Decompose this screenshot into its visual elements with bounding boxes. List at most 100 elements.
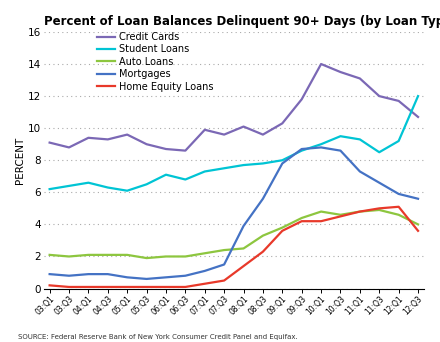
Student Loans: [86, 181, 91, 185]
Mortgages: [86, 272, 91, 276]
Home Equity Loans: [183, 285, 188, 289]
Mortgages: [105, 272, 110, 276]
Credit Cards: [202, 128, 207, 132]
Credit Cards: [221, 133, 227, 137]
Mortgages: [47, 272, 52, 276]
Student Loans: [202, 169, 207, 173]
Student Loans: [221, 166, 227, 170]
Mortgages: [163, 275, 169, 279]
Auto Loans: [163, 254, 169, 259]
Home Equity Loans: [105, 285, 110, 289]
Student Loans: [280, 158, 285, 162]
Auto Loans: [66, 254, 72, 259]
Student Loans: [125, 189, 130, 193]
Home Equity Loans: [241, 264, 246, 268]
Student Loans: [299, 148, 304, 153]
Credit Cards: [144, 142, 149, 146]
Mortgages: [396, 192, 401, 196]
Auto Loans: [221, 248, 227, 252]
Line: Student Loans: Student Loans: [50, 96, 418, 191]
Auto Loans: [299, 216, 304, 220]
Credit Cards: [260, 133, 266, 137]
Mortgages: [202, 269, 207, 273]
Mortgages: [66, 274, 72, 278]
Mortgages: [144, 277, 149, 281]
Mortgages: [260, 197, 266, 201]
Home Equity Loans: [47, 283, 52, 287]
Auto Loans: [125, 253, 130, 257]
Mortgages: [338, 148, 343, 153]
Home Equity Loans: [66, 285, 72, 289]
Mortgages: [221, 262, 227, 266]
Student Loans: [105, 185, 110, 189]
Auto Loans: [105, 253, 110, 257]
Credit Cards: [396, 99, 401, 103]
Student Loans: [357, 137, 363, 142]
Home Equity Loans: [125, 285, 130, 289]
Home Equity Loans: [86, 285, 91, 289]
Auto Loans: [396, 213, 401, 217]
Home Equity Loans: [319, 219, 324, 223]
Mortgages: [241, 224, 246, 228]
Credit Cards: [338, 70, 343, 74]
Mortgages: [125, 275, 130, 279]
Auto Loans: [377, 208, 382, 212]
Home Equity Loans: [377, 206, 382, 210]
Text: SOURCE: Federal Reserve Bank of New York Consumer Credit Panel and Equifax.: SOURCE: Federal Reserve Bank of New York…: [18, 334, 297, 340]
Student Loans: [377, 150, 382, 154]
Credit Cards: [377, 94, 382, 98]
Auto Loans: [202, 251, 207, 255]
Auto Loans: [319, 210, 324, 214]
Mortgages: [319, 145, 324, 149]
Auto Loans: [260, 234, 266, 238]
Credit Cards: [47, 141, 52, 145]
Student Loans: [396, 139, 401, 143]
Credit Cards: [86, 136, 91, 140]
Credit Cards: [280, 121, 285, 126]
Student Loans: [144, 182, 149, 186]
Student Loans: [241, 163, 246, 167]
Home Equity Loans: [280, 229, 285, 233]
Mortgages: [299, 147, 304, 151]
Line: Auto Loans: Auto Loans: [50, 210, 418, 258]
Line: Home Equity Loans: Home Equity Loans: [50, 207, 418, 287]
Auto Loans: [280, 226, 285, 230]
Mortgages: [357, 169, 363, 173]
Credit Cards: [66, 145, 72, 149]
Student Loans: [260, 161, 266, 166]
Mortgages: [415, 197, 421, 201]
Student Loans: [163, 173, 169, 177]
Home Equity Loans: [202, 282, 207, 286]
Credit Cards: [357, 76, 363, 80]
Credit Cards: [241, 124, 246, 129]
Credit Cards: [299, 97, 304, 101]
Auto Loans: [47, 253, 52, 257]
Line: Mortgages: Mortgages: [50, 147, 418, 279]
Auto Loans: [144, 256, 149, 260]
Text: Percent of Loan Balances Delinquent 90+ Days (by Loan Type): Percent of Loan Balances Delinquent 90+ …: [44, 15, 440, 28]
Line: Credit Cards: Credit Cards: [50, 64, 418, 150]
Home Equity Loans: [163, 285, 169, 289]
Home Equity Loans: [221, 278, 227, 282]
Credit Cards: [125, 133, 130, 137]
Auto Loans: [86, 253, 91, 257]
Home Equity Loans: [415, 229, 421, 233]
Credit Cards: [183, 148, 188, 153]
Auto Loans: [241, 246, 246, 250]
Home Equity Loans: [299, 219, 304, 223]
Mortgages: [377, 181, 382, 185]
Credit Cards: [319, 62, 324, 66]
Home Equity Loans: [357, 210, 363, 214]
Home Equity Loans: [396, 205, 401, 209]
Auto Loans: [415, 222, 421, 226]
Student Loans: [338, 134, 343, 138]
Y-axis label: PERCENT: PERCENT: [15, 136, 25, 184]
Auto Loans: [357, 210, 363, 214]
Home Equity Loans: [260, 250, 266, 254]
Credit Cards: [415, 115, 421, 119]
Auto Loans: [338, 213, 343, 217]
Credit Cards: [105, 137, 110, 142]
Student Loans: [66, 184, 72, 188]
Student Loans: [319, 142, 324, 146]
Student Loans: [415, 94, 421, 98]
